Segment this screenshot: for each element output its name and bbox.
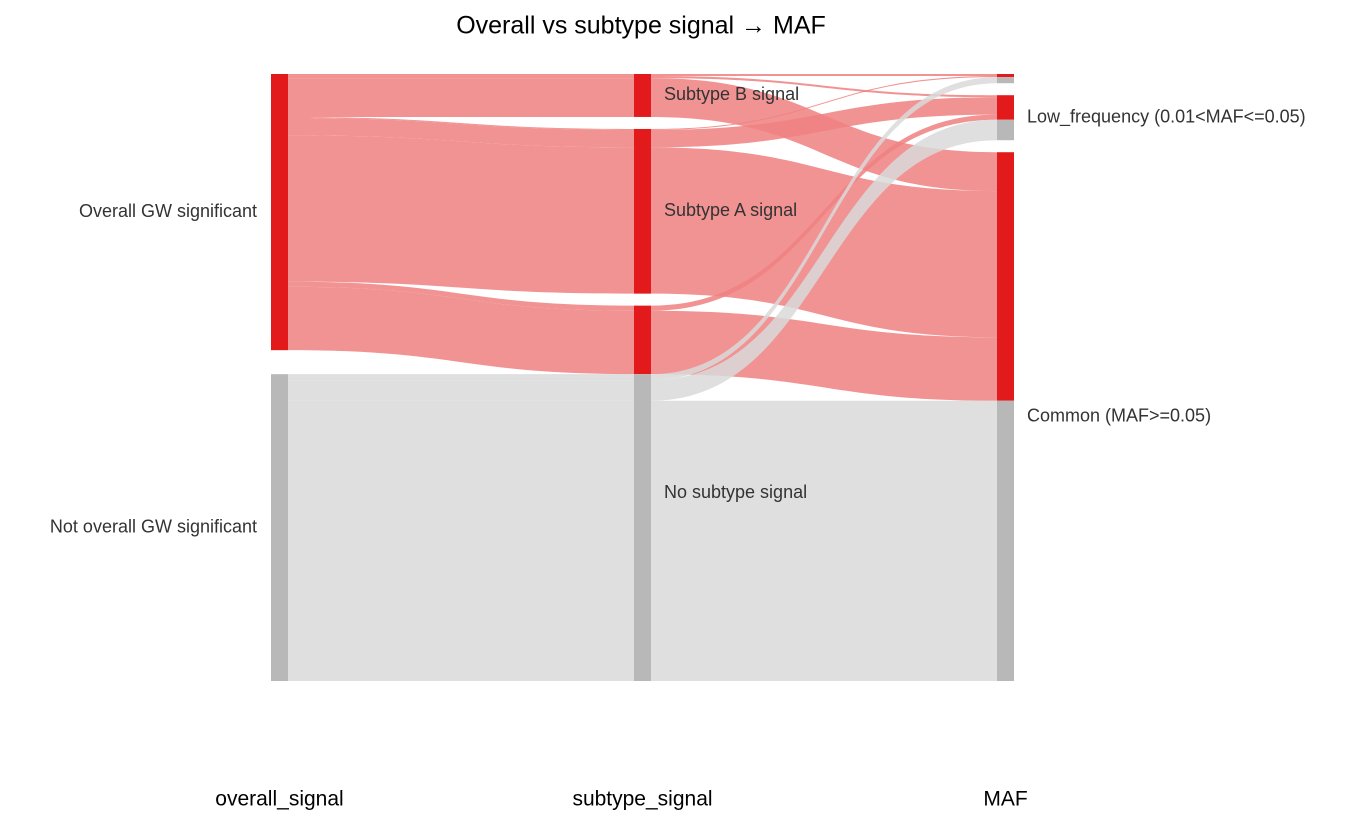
node-bar — [634, 305, 651, 375]
flow-link — [651, 310, 997, 401]
node-bar — [634, 374, 651, 681]
flow-link — [288, 117, 634, 148]
node-label: Subtype B signal — [664, 84, 799, 104]
node-bar — [271, 74, 288, 351]
node-label: Not overall GW significant — [50, 516, 257, 536]
node-bar — [997, 152, 1014, 401]
flow-link — [651, 76, 997, 130]
flow-link — [288, 380, 634, 401]
flow-link — [288, 74, 634, 77]
node-label: Overall GW significant — [79, 201, 257, 221]
node-bar — [997, 74, 1014, 78]
node-label: Low_frequency (0.01<MAF<=0.05) — [1027, 106, 1306, 127]
flow-link — [651, 400, 997, 681]
flow-link — [288, 135, 634, 294]
node-label: No subtype signal — [664, 482, 807, 502]
flow-link — [288, 78, 634, 117]
stage-label: overall_signal — [215, 788, 343, 811]
node-bar — [634, 128, 651, 294]
node-bar — [634, 74, 651, 117]
node-bar — [997, 77, 1014, 84]
flow-link — [288, 286, 634, 375]
flow-link — [288, 400, 634, 681]
node-bar — [997, 95, 1014, 120]
flow-link — [651, 119, 997, 401]
flow-link — [651, 76, 997, 98]
node-label: Common (MAF>=0.05) — [1027, 405, 1211, 425]
flow-link — [288, 374, 634, 381]
flow-link — [288, 281, 634, 311]
stage-label: MAF — [983, 788, 1027, 811]
flow-link — [651, 114, 997, 311]
flow-link — [288, 116, 634, 130]
node-label: Subtype A signal — [664, 200, 797, 220]
node-bar — [997, 400, 1014, 681]
node-bar — [997, 119, 1014, 141]
flow-link — [651, 74, 997, 77]
stage-label: subtype_signal — [572, 788, 712, 811]
node-bar — [271, 374, 288, 681]
flow-link — [651, 77, 997, 381]
chart-title: Overall vs subtype signal → MAF — [456, 12, 826, 40]
flow-link — [288, 76, 634, 79]
